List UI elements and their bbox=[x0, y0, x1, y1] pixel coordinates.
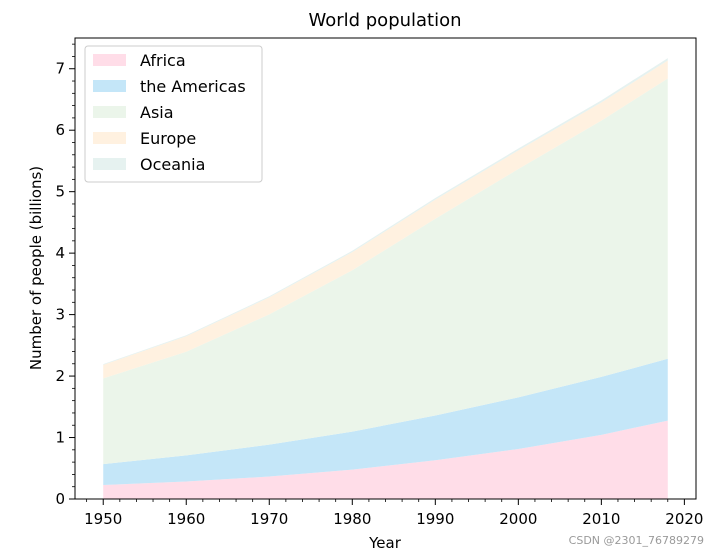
x-tick-label: 1960 bbox=[167, 510, 205, 528]
legend-label: Europe bbox=[140, 129, 196, 148]
chart-title: World population bbox=[308, 10, 461, 31]
y-tick-label: 6 bbox=[55, 121, 65, 139]
legend-label: the Americas bbox=[140, 77, 246, 96]
x-axis: 1950 1960 1970 1980 1990 2000 2010 2020 bbox=[84, 499, 703, 528]
area-europe bbox=[103, 60, 668, 379]
x-tick-label: 1980 bbox=[333, 510, 371, 528]
y-tick-label: 2 bbox=[55, 367, 65, 385]
legend-label: Oceania bbox=[140, 155, 205, 174]
legend-swatch bbox=[93, 54, 126, 66]
x-axis-label: Year bbox=[368, 534, 402, 552]
y-tick-label: 4 bbox=[55, 244, 65, 262]
legend-label: Asia bbox=[140, 103, 174, 122]
legend-swatch bbox=[93, 132, 126, 144]
legend-swatch bbox=[93, 80, 126, 92]
x-tick-label: 2010 bbox=[582, 510, 620, 528]
y-tick-label: 7 bbox=[55, 60, 65, 78]
y-tick-label: 5 bbox=[55, 183, 65, 201]
area-the-americas bbox=[103, 358, 668, 485]
watermark: CSDN @2301_76789279 bbox=[568, 534, 704, 547]
legend-label: Africa bbox=[140, 51, 186, 70]
y-tick-label: 1 bbox=[55, 429, 65, 447]
y-tick-label: 0 bbox=[55, 490, 65, 508]
legend-swatch bbox=[93, 106, 126, 118]
x-tick-label: 1970 bbox=[250, 510, 288, 528]
x-tick-label: 1950 bbox=[84, 510, 122, 528]
x-tick-label: 2020 bbox=[665, 510, 703, 528]
legend-swatch bbox=[93, 158, 126, 170]
x-tick-label: 2000 bbox=[499, 510, 537, 528]
area-africa bbox=[103, 420, 668, 499]
stacked-areas bbox=[103, 58, 668, 499]
legend-box bbox=[84, 45, 263, 183]
y-axis-label: Number of people (billions) bbox=[27, 166, 45, 370]
y-axis: 0 1 2 3 4 5 6 7 bbox=[55, 43, 75, 508]
y-tick-label: 3 bbox=[55, 306, 65, 324]
area-asia bbox=[103, 78, 668, 465]
x-tick-label: 1990 bbox=[416, 510, 454, 528]
legend: Africa the Americas Asia Europe Oceania bbox=[84, 45, 263, 183]
